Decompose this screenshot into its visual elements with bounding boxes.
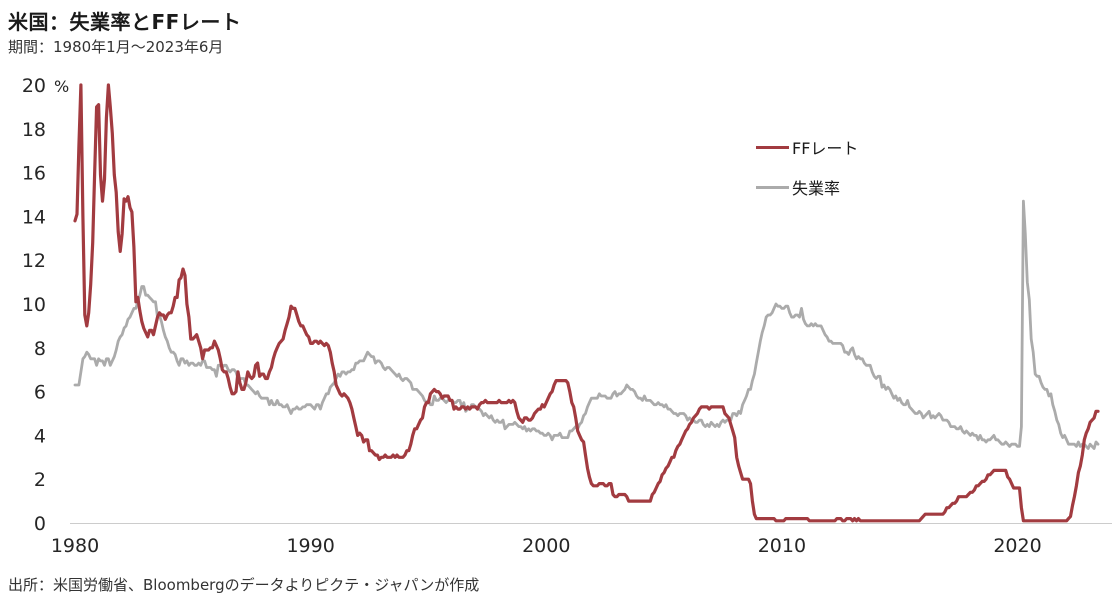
svg-text:2010: 2010: [758, 535, 806, 557]
chart-legend: FFレート 失業率: [756, 136, 858, 216]
legend-label-unemployment: 失業率: [792, 179, 841, 198]
svg-text:2000: 2000: [522, 535, 570, 557]
svg-text:%: %: [54, 77, 69, 96]
svg-text:16: 16: [22, 163, 46, 185]
unemployment-line-swatch: [756, 185, 789, 189]
legend-item-unemployment: 失業率: [756, 176, 858, 198]
svg-text:1990: 1990: [286, 535, 334, 557]
chart-source: 出所：米国労働省、Bloombergのデータよりピクテ・ジャパンが作成: [8, 576, 480, 594]
svg-text:12: 12: [22, 250, 46, 272]
ff-rate-line-swatch: [756, 145, 789, 149]
svg-text:10: 10: [22, 294, 46, 316]
svg-text:4: 4: [34, 425, 46, 447]
svg-text:6: 6: [34, 382, 46, 404]
svg-text:20: 20: [22, 75, 46, 97]
svg-text:2: 2: [34, 469, 46, 491]
svg-text:1980: 1980: [51, 535, 99, 557]
legend-item-ff-rate: FFレート: [756, 136, 858, 158]
legend-label-ff-rate: FFレート: [792, 139, 859, 158]
svg-text:8: 8: [34, 338, 46, 360]
svg-text:2020: 2020: [993, 535, 1041, 557]
chart-title: 米国：失業率とFFレート: [8, 10, 242, 34]
svg-text:18: 18: [22, 119, 46, 141]
chart-subtitle: 期間：1980年1月～2023年6月: [8, 38, 224, 56]
svg-text:14: 14: [22, 206, 46, 228]
svg-text:0: 0: [34, 513, 46, 535]
